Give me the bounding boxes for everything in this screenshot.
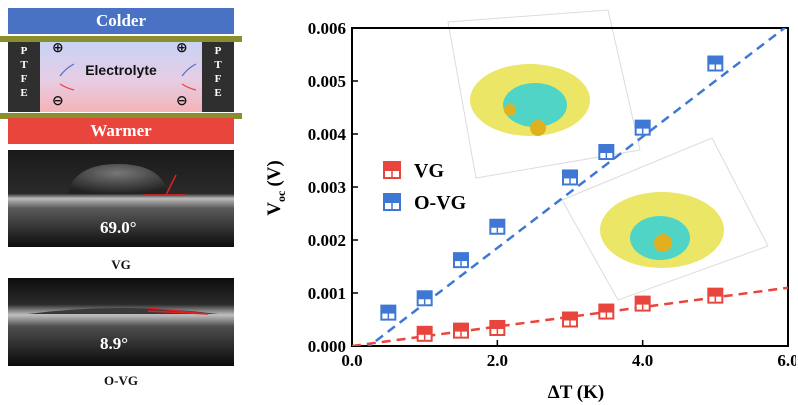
plus-ion-icon: ⊕ xyxy=(176,40,188,56)
contact-angle-value: 8.9° xyxy=(100,334,129,353)
y-tick-label: 0.004 xyxy=(308,125,347,144)
electrolyte-label: Electrolyte xyxy=(85,62,157,78)
contact-angle-photo-ovg xyxy=(8,278,234,366)
ptfe-letter: P xyxy=(214,45,222,57)
ptfe-left: P T F E xyxy=(8,42,40,112)
contact-angle-value: 69.0° xyxy=(100,218,137,237)
data-point-vg xyxy=(598,303,615,320)
photo-caption: VG xyxy=(111,257,131,272)
molecular-structure-inset xyxy=(447,9,641,179)
photo-caption: O-VG xyxy=(104,373,138,388)
droplet-image xyxy=(8,278,234,366)
data-point-o-vg xyxy=(453,252,469,269)
ptfe-right: P T F E xyxy=(202,42,234,112)
arrow-icon xyxy=(181,63,197,77)
data-points xyxy=(380,55,724,342)
x-tick-label: 6.0 xyxy=(777,351,796,370)
legend-item-o-vg: O-VG xyxy=(383,192,467,214)
bottom-electrode xyxy=(0,113,242,119)
y-tick-label: 0.002 xyxy=(308,231,346,250)
arrow-icon xyxy=(181,83,197,91)
y-tick-label: 0.006 xyxy=(308,19,346,38)
data-point-vg xyxy=(489,319,506,336)
ptfe-letter: F xyxy=(20,73,28,85)
arrow-icon xyxy=(59,83,75,91)
electrolyte-region xyxy=(40,42,202,112)
data-point-o-vg xyxy=(416,290,433,307)
data-point-vg xyxy=(707,287,724,304)
ptfe-letter: E xyxy=(214,87,222,99)
legend-label: O-VG xyxy=(414,192,467,214)
ion-arrows xyxy=(59,63,197,91)
top-electrode xyxy=(0,36,242,42)
data-point-o-vg xyxy=(489,218,506,235)
data-point-o-vg xyxy=(707,55,724,72)
x-tick-label: 4.0 xyxy=(632,351,653,370)
y-axis-label-main: V xyxy=(264,202,285,216)
legend-item-vg: VG xyxy=(383,160,444,182)
legend-label: VG xyxy=(414,160,444,182)
x-tick-label: 0.0 xyxy=(341,351,362,370)
plus-ion-icon: ⊕ xyxy=(52,40,64,56)
data-point-vg xyxy=(416,325,433,342)
ptfe-letter: F xyxy=(214,73,222,85)
contact-angle-photo-vg xyxy=(8,150,234,247)
droplet-image xyxy=(8,150,234,247)
y-tick-label: 0.005 xyxy=(308,72,346,91)
warmer-bar: Warmer xyxy=(8,118,234,144)
y-axis-label-unit: (V) xyxy=(264,160,285,186)
y-tick-label: 0.003 xyxy=(308,178,346,197)
colder-bar: Colder xyxy=(8,8,234,34)
y-axis-label: Voc (V) xyxy=(264,160,288,215)
ptfe-letter: T xyxy=(20,59,28,71)
legend: VG O-VG xyxy=(383,160,467,214)
y-axis-label-sub: oc xyxy=(274,190,288,202)
minus-ion-icon: ⊖ xyxy=(176,93,188,109)
x-axis-label: ΔT (K) xyxy=(548,382,604,403)
ptfe-letter: E xyxy=(20,87,28,99)
data-point-o-vg xyxy=(380,304,397,321)
voc-vs-deltat-chart: 0.0 2.0 4.0 6.0 0.000 0.001 0.002 0.003 0.004 0.0… xyxy=(264,9,796,403)
data-point-vg xyxy=(634,295,651,312)
y-tick-label: 0.001 xyxy=(308,284,346,303)
data-point-vg xyxy=(562,311,578,328)
data-point-vg xyxy=(453,322,469,339)
ptfe-letter: T xyxy=(214,59,222,71)
molecular-structure-inset xyxy=(561,137,769,301)
x-tick-label: 2.0 xyxy=(487,351,508,370)
data-point-o-vg xyxy=(598,144,615,161)
arrow-icon xyxy=(59,63,75,77)
ptfe-letter: P xyxy=(20,45,28,57)
data-point-o-vg xyxy=(634,119,651,136)
tick-labels: 0.0 2.0 4.0 6.0 0.000 0.001 0.002 0.003 0.004 0.0… xyxy=(308,19,796,370)
data-point-o-vg xyxy=(562,169,578,186)
minus-ion-icon: ⊖ xyxy=(52,93,64,109)
y-tick-label: 0.000 xyxy=(308,337,346,356)
